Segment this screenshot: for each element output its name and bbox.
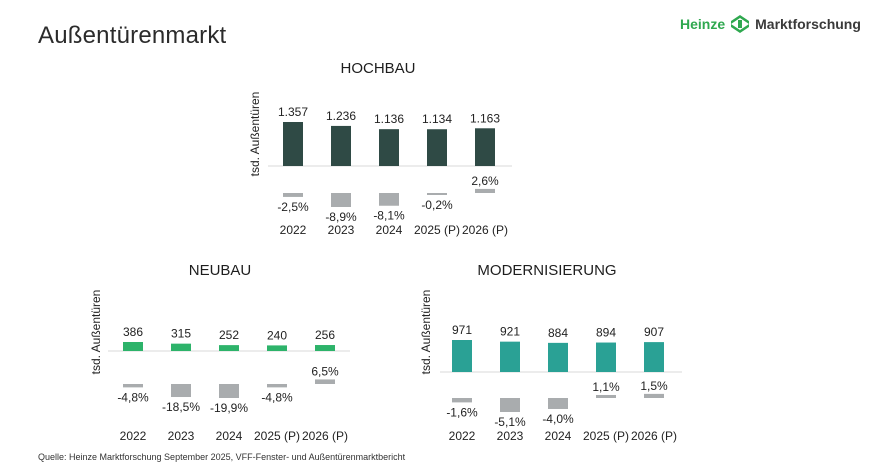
chart-hochbau: HOCHBAU tsd. Außentüren 1.357 -2,5% 2022 1.23… [248, 58, 530, 248]
change-label: 1,5% [640, 379, 668, 393]
value-label: 386 [123, 325, 143, 339]
heinze-logo-icon [731, 15, 750, 33]
page-title: Außentürenmarkt [38, 22, 227, 49]
value-label: 1.134 [422, 112, 452, 126]
change-bar [452, 398, 472, 403]
change-bar [427, 193, 447, 195]
change-bar [548, 398, 568, 409]
change-label: 2,6% [471, 174, 499, 188]
change-label: -0,2% [421, 198, 453, 212]
year-label: 2022 [280, 223, 307, 237]
logo-suffix: Marktforschung [755, 16, 861, 32]
change-label: -2,5% [277, 200, 309, 214]
y-axis-label: tsd. Außentüren [419, 290, 433, 375]
change-bar [475, 188, 495, 193]
change-label: -4,8% [261, 390, 293, 404]
chart-title: HOCHBAU [340, 60, 415, 77]
change-label: -19,9% [210, 401, 248, 415]
year-label: 2024 [376, 223, 403, 237]
chart-hochbau-svg: HOCHBAU tsd. Außentüren 1.357 -2,5% 2022 1.23… [248, 60, 512, 237]
bar-2026-p- [475, 128, 495, 166]
year-label: 2025 (P) [254, 429, 300, 443]
change-bar [331, 193, 351, 207]
year-label: 2022 [120, 429, 147, 443]
change-label: -18,5% [162, 400, 200, 414]
value-label: 1.236 [326, 109, 356, 123]
change-bar [315, 379, 335, 384]
value-label: 315 [171, 327, 191, 341]
change-bar [596, 394, 616, 398]
change-bar [644, 393, 664, 398]
year-label: 2023 [168, 429, 195, 443]
value-label: 894 [596, 326, 616, 340]
value-label: 921 [500, 325, 520, 339]
year-label: 2026 (P) [302, 429, 348, 443]
bar-2023 [500, 341, 520, 372]
chart-title: NEUBAU [189, 262, 252, 279]
change-label: 1,1% [592, 380, 620, 394]
logo-brand: Heinze [680, 16, 726, 32]
change-label: -1,6% [446, 405, 478, 419]
change-label: -8,9% [325, 210, 357, 224]
chart-modernisierung: MODERNISIERUNG tsd. Außentüren 971 -1,6% 202… [419, 262, 700, 452]
change-bar [171, 384, 191, 398]
change-bar [219, 384, 239, 398]
bar-2024 [379, 129, 399, 166]
year-label: 2025 (P) [414, 223, 460, 237]
bar-2022 [283, 122, 303, 166]
bar-2024 [219, 345, 239, 351]
chart-title: MODERNISIERUNG [477, 262, 616, 279]
value-label: 907 [644, 325, 664, 339]
bar-2023 [171, 343, 191, 351]
year-label: 2025 (P) [583, 429, 629, 443]
year-label: 2023 [328, 223, 355, 237]
bar-2022 [452, 340, 472, 372]
change-label: -8,1% [373, 209, 405, 223]
chart-neubau-svg: NEUBAU tsd. Außentüren 386 -4,8% 2022 315 -18,… [89, 262, 350, 443]
change-label: -4,0% [542, 412, 574, 426]
value-label: 884 [548, 326, 568, 340]
bar-2024 [548, 342, 568, 372]
value-label: 1.136 [374, 112, 404, 126]
value-label: 971 [452, 323, 472, 337]
change-label: -5,1% [494, 415, 526, 429]
y-axis-label: tsd. Außentüren [89, 290, 103, 375]
change-label: -4,8% [117, 390, 149, 404]
chart-modernisierung-svg: MODERNISIERUNG tsd. Außentüren 971 -1,6% 202… [419, 262, 682, 443]
year-label: 2023 [497, 429, 524, 443]
bar-2025-p- [267, 345, 287, 351]
bar-2025-p- [427, 129, 447, 166]
value-label: 252 [219, 328, 239, 342]
change-bar [500, 398, 520, 412]
bar-2022 [123, 342, 143, 351]
bar-2026-p- [315, 345, 335, 351]
year-label: 2026 (P) [631, 429, 677, 443]
change-bar [267, 384, 287, 388]
change-bar [283, 193, 303, 197]
change-bar [123, 384, 143, 388]
value-label: 1.163 [470, 111, 500, 125]
change-label: 6,5% [311, 364, 339, 378]
year-label: 2022 [449, 429, 476, 443]
value-label: 256 [315, 328, 335, 342]
bar-2023 [331, 125, 351, 166]
change-bar [379, 193, 399, 206]
bar-2026-p- [644, 342, 664, 372]
source-note: Quelle: Heinze Marktforschung September … [38, 452, 406, 462]
chart-neubau: NEUBAU tsd. Außentüren 386 -4,8% 2022 315 -18,… [88, 262, 368, 452]
year-label: 2024 [216, 429, 243, 443]
value-label: 240 [267, 328, 287, 342]
year-label: 2026 (P) [462, 223, 508, 237]
heinze-logo: Heinze Marktforschung [680, 12, 861, 36]
bar-2025-p- [596, 342, 616, 372]
value-label: 1.357 [278, 105, 308, 119]
y-axis-label: tsd. Außentüren [248, 92, 262, 177]
year-label: 2024 [545, 429, 572, 443]
